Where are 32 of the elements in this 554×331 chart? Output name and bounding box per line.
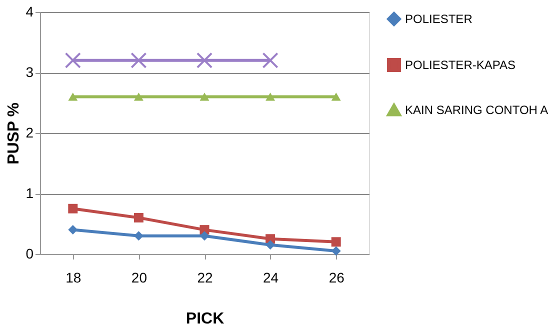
x-axis-title: PICK [186, 310, 225, 328]
y-tick-label: 3 [26, 64, 34, 80]
point [196, 52, 213, 68]
x-tick-label: 26 [328, 270, 345, 286]
point [130, 52, 147, 68]
legend-label: POLIESTER [405, 12, 473, 26]
y-tick-label: 1 [26, 185, 34, 201]
y-axis-title: PUSP % [6, 102, 23, 164]
legend-label: KAIN SARING CONTOH A [405, 103, 548, 117]
point [331, 246, 341, 256]
point [200, 231, 210, 241]
legend-label: POLIESTER-KAPAS [405, 58, 516, 72]
x-tick-label: 20 [131, 270, 148, 286]
y-tick-label: 2 [26, 124, 34, 140]
x-tick-label: 24 [263, 270, 279, 286]
y-tick-label: 0 [26, 246, 34, 262]
point [68, 204, 78, 214]
point [262, 52, 278, 68]
point [331, 92, 341, 101]
point [68, 92, 78, 101]
x-tick-label: 22 [197, 270, 213, 286]
point [134, 231, 144, 241]
x-tick-label: 18 [66, 270, 82, 286]
point [134, 212, 144, 222]
point [266, 92, 276, 101]
point [200, 92, 210, 101]
point [331, 237, 341, 247]
y-tick-label: 4 [26, 4, 34, 20]
point [68, 225, 78, 235]
point [134, 92, 144, 101]
point [64, 52, 81, 68]
point [266, 240, 276, 250]
